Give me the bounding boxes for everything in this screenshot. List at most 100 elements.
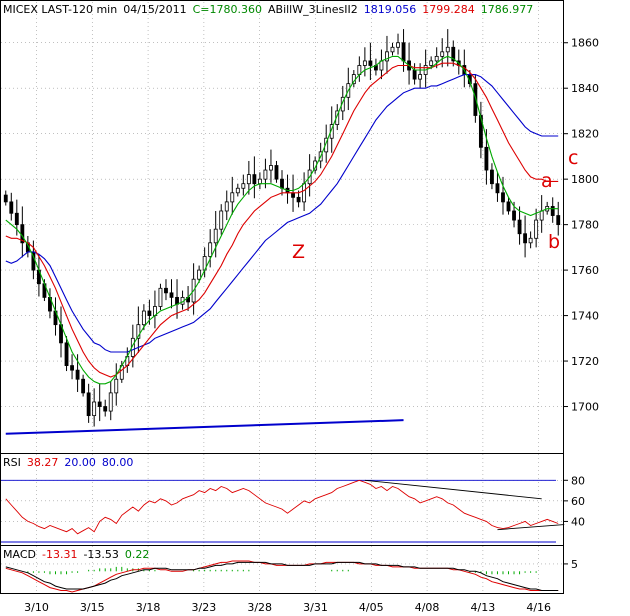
candle-body: [269, 165, 273, 171]
candle-body: [70, 365, 74, 371]
x-tick-label: 4/05: [359, 601, 384, 614]
price-series-green-line: [5, 55, 559, 385]
candle-body: [164, 287, 168, 294]
candle-body: [396, 42, 400, 48]
candle-body: [208, 242, 213, 257]
candle-body: [534, 219, 539, 239]
x-tick-label: 3/28: [247, 601, 272, 614]
candle-body: [528, 237, 533, 244]
x-tick-label: 3/23: [192, 601, 217, 614]
candle-body: [490, 169, 494, 185]
candle-body: [506, 201, 511, 212]
candle-body: [324, 137, 329, 153]
candle-body: [141, 310, 146, 326]
candle-body: [550, 206, 555, 216]
candle-body: [235, 187, 240, 194]
rsi-tick-label: 60: [571, 495, 585, 508]
candle-body: [92, 401, 97, 417]
candle-body: [9, 201, 14, 214]
candle-body: [362, 60, 367, 66]
macd-label: MACD: [3, 548, 36, 561]
price-tick-label: 1820: [571, 128, 599, 141]
x-tick-label: 4/08: [415, 601, 440, 614]
header-close: C=1780.360: [193, 3, 262, 16]
candle-body: [484, 146, 489, 171]
candle-body: [219, 210, 224, 230]
header-value-green: 1786.977: [481, 3, 534, 16]
rsi-legend: RSI 38.27 20.00 80.00: [3, 456, 133, 469]
macd-tick-label: 5: [571, 558, 578, 571]
price-tick-label: 1840: [571, 82, 599, 95]
header-value-blue: 1819.056: [364, 3, 417, 16]
candle-body: [517, 219, 522, 235]
macd-panel-frame: [0, 545, 564, 594]
rsi-support-trendline: [497, 524, 565, 531]
candle-body: [429, 60, 434, 66]
price-tick-label: 1800: [571, 173, 599, 186]
annotation-b: b: [548, 231, 560, 253]
rsi-tick-label: 80: [571, 474, 585, 487]
rsi-resistance-trendline: [364, 479, 542, 500]
header-indicator: ABillW_3LinesII2: [268, 3, 358, 16]
header-symbol: MICEX LAST-120 min: [3, 3, 117, 16]
candle-body: [412, 69, 417, 80]
candle-body: [390, 46, 395, 53]
price-tick-label: 1860: [571, 37, 599, 50]
x-tick-label: 4/16: [526, 601, 551, 614]
candle-body: [197, 269, 202, 280]
candle-body: [274, 165, 279, 180]
support-trendline: [5, 419, 404, 435]
candle-body: [64, 342, 69, 367]
header-date: 04/15/2011: [123, 3, 186, 16]
candle-body: [147, 310, 152, 316]
candle-body: [478, 115, 483, 148]
macd-line: [5, 560, 559, 593]
candle-body: [501, 192, 505, 203]
annotation-c: c: [568, 147, 578, 169]
header-legend: MICEX LAST-120 min 04/15/2011 C=1780.360 AB…: [3, 3, 533, 16]
candle-body: [103, 406, 108, 412]
candle-body: [302, 183, 307, 203]
axis-labels: 3/10 3/15 3/18 3/23 3/28 3/31 4/05 4/08 4/13 4/16…: [24, 37, 599, 614]
candle-body: [440, 51, 445, 57]
candle-body: [434, 55, 439, 62]
candle-body: [512, 210, 516, 221]
candle-body: [556, 215, 561, 226]
price-series-red-line: [5, 62, 559, 378]
price-layer: [3, 29, 561, 435]
candle-body: [368, 60, 373, 66]
price-tick-label: 1720: [571, 355, 599, 368]
candle-body: [291, 192, 295, 198]
candle-body: [495, 183, 500, 194]
candle-body: [418, 74, 423, 80]
x-tick-label: 3/10: [24, 601, 49, 614]
macd-value-2: -13.53: [83, 548, 118, 561]
candle-body: [75, 369, 80, 380]
x-tick-label: 3/31: [303, 601, 328, 614]
price-tick-label: 1780: [571, 219, 599, 232]
rsi-param-2: 80.00: [102, 456, 134, 469]
candle-body: [97, 401, 102, 407]
candle-body: [213, 228, 218, 244]
price-tick-label: 1760: [571, 264, 599, 277]
rsi-layer: [1, 479, 565, 543]
candle-body: [158, 287, 163, 307]
candle-body: [473, 83, 478, 116]
rsi-label: RSI: [3, 456, 21, 469]
macd-value-1: -13.31: [42, 548, 77, 561]
rsi-param-1: 20.00: [64, 456, 96, 469]
grid: [1, 2, 563, 594]
candle-body: [169, 292, 174, 298]
candle-body: [445, 46, 450, 53]
x-tick-label: 3/18: [136, 601, 161, 614]
candle-body: [81, 378, 86, 394]
candle-body: [340, 96, 345, 112]
price-tick-label: 1700: [571, 401, 599, 414]
candle-body: [108, 392, 113, 412]
macd-layer: [5, 560, 559, 593]
header-value-red: 1799.284: [422, 3, 475, 16]
x-tick-label: 3/15: [80, 601, 105, 614]
rsi-value: 38.27: [27, 456, 59, 469]
candle-body: [3, 194, 8, 203]
candle-body: [114, 378, 119, 394]
